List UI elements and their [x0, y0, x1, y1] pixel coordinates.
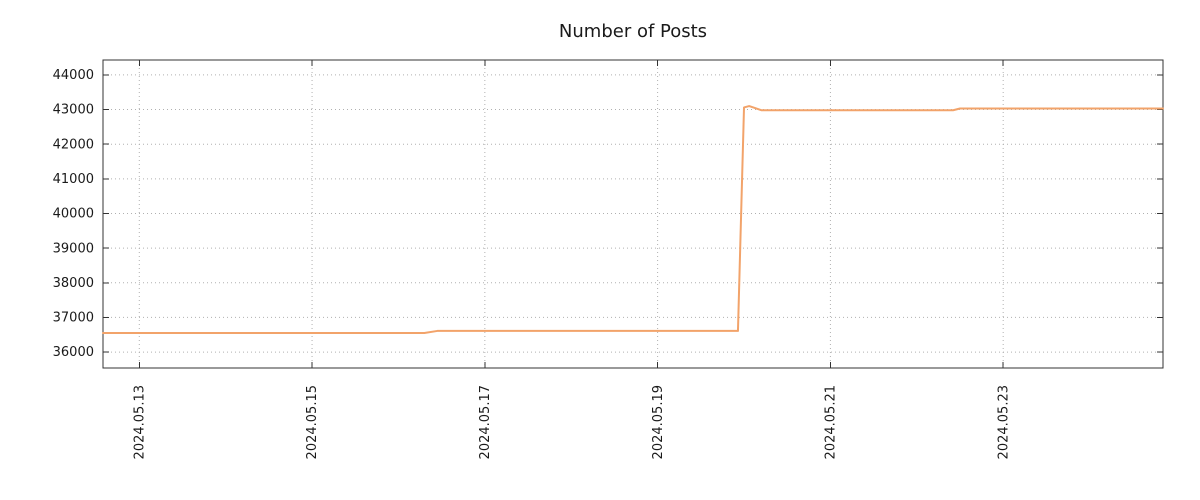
- y-tick-label: 44000: [53, 68, 94, 83]
- y-tick-label: 37000: [53, 311, 94, 326]
- x-tick-label: 2024.05.17: [478, 385, 493, 459]
- y-tick-label: 42000: [53, 137, 94, 152]
- y-tick-label: 36000: [53, 345, 94, 360]
- x-tick-label: 2024.05.21: [824, 385, 839, 459]
- y-tick-label: 38000: [53, 276, 94, 291]
- y-tick-label: 43000: [53, 103, 94, 118]
- y-tick-label: 39000: [53, 241, 94, 256]
- x-tick-label: 2024.05.23: [996, 385, 1011, 459]
- plot-area: 36000 37000 38000 39000 40000 41000 42000 43000…: [53, 59, 1164, 459]
- plot-border: [102, 59, 1164, 369]
- y-tick-label: 40000: [53, 207, 94, 222]
- chart-title: Number of Posts: [559, 21, 707, 42]
- x-tick-label: 2024.05.19: [651, 385, 666, 459]
- x-tick-label: 2024.05.13: [132, 385, 147, 459]
- y-tick-label: 41000: [53, 172, 94, 187]
- series-line: [102, 105, 1164, 335]
- x-tick-label: 2024.05.15: [305, 385, 320, 459]
